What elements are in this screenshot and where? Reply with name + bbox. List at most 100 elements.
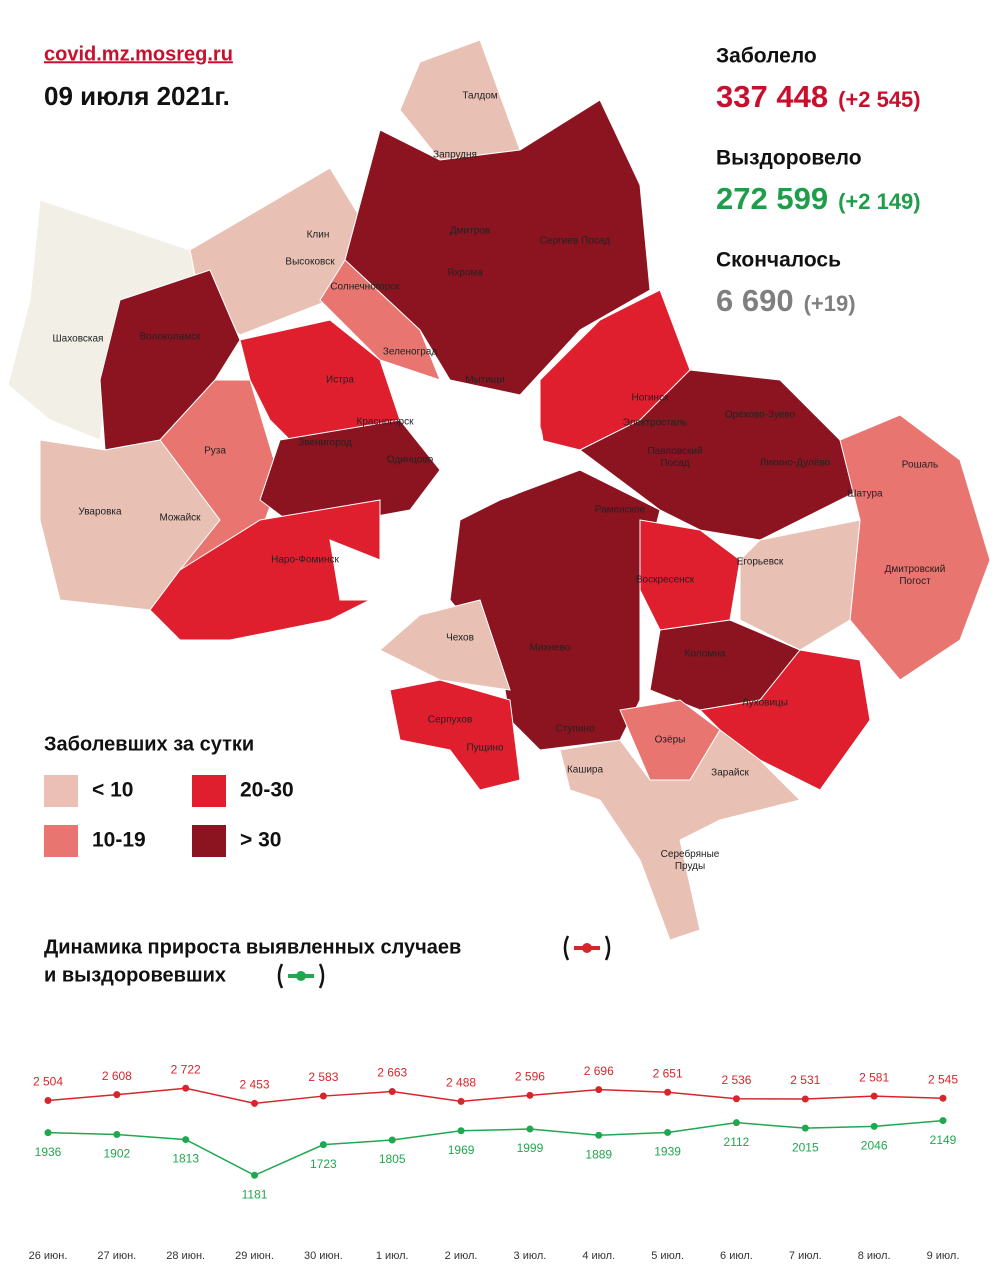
city-label: Электросталь	[623, 418, 688, 429]
legend-label: < 10	[92, 779, 133, 802]
data-point	[457, 1127, 465, 1135]
city-labels: Талдом Запрудня Дмитров Сергиев Посад Яхрома…	[53, 91, 946, 872]
data-point	[457, 1097, 465, 1105]
data-point	[44, 1129, 52, 1137]
stat-value: 272 599	[716, 181, 828, 216]
data-point	[870, 1092, 878, 1100]
data-point	[182, 1084, 190, 1092]
city-label: Шатура	[847, 489, 883, 500]
data-label: 2 536	[721, 1073, 751, 1087]
data-point	[251, 1099, 259, 1107]
city-label: Мытищи	[465, 375, 505, 386]
region	[399, 39, 521, 161]
stat-value: 6 690	[716, 283, 794, 318]
city-label: Зеленоград	[383, 347, 438, 358]
city-label: Ликино-Дулёво	[760, 458, 831, 469]
city-label: Истра	[326, 375, 354, 386]
city-label: Орехово-Зуево	[725, 410, 796, 421]
city-label: Одинцово	[387, 455, 434, 466]
data-point	[388, 1088, 396, 1096]
region	[319, 259, 441, 381]
x-tick-label: 9 июл.	[927, 1250, 960, 1262]
legend-icon-red	[563, 935, 611, 961]
stat-delta: (+19)	[804, 291, 856, 316]
city-label: Коломна	[685, 649, 726, 660]
city-label: Пущино	[466, 743, 504, 754]
source: covid.mz.mosreg.ru	[44, 43, 233, 65]
series-line	[47, 1087, 944, 1105]
x-tick-label: 4 июл.	[582, 1250, 615, 1262]
data-point	[319, 1092, 327, 1100]
data-label: 1969	[448, 1143, 475, 1157]
data-label: 2 651	[653, 1066, 683, 1080]
legend-swatch	[192, 775, 226, 807]
x-tick-label: 7 июл.	[789, 1250, 822, 1262]
region	[389, 679, 521, 791]
city-label: Руза	[204, 446, 226, 457]
data-label: 2149	[930, 1133, 957, 1147]
legend-label: 20-30	[240, 779, 294, 802]
stat-value: 337 448	[716, 79, 828, 114]
data-point	[801, 1124, 809, 1132]
chart-title: Динамика прироста выявленных случаев	[44, 936, 461, 958]
region	[739, 519, 861, 651]
city-label: Павловский Посад	[647, 446, 702, 469]
data-point	[113, 1091, 121, 1099]
city-label: Наро-Фоминск	[271, 555, 339, 566]
chart-subtitle: и выздоровевших	[44, 964, 226, 986]
data-point	[526, 1125, 534, 1133]
x-tick-label: 2 июл.	[445, 1250, 478, 1262]
x-tick-label: 26 июн.	[29, 1250, 68, 1262]
data-point	[113, 1131, 121, 1139]
data-label: 2 722	[171, 1062, 201, 1076]
city-label: Клин	[307, 230, 330, 241]
data-label: 2 696	[584, 1064, 614, 1078]
legend-label: 10-19	[92, 829, 146, 852]
city-label: Серебряные Пруды	[661, 848, 720, 872]
data-point	[44, 1097, 52, 1105]
data-label: 1936	[35, 1145, 62, 1159]
data-point	[595, 1086, 603, 1094]
data-point	[664, 1128, 672, 1136]
legend-label: > 30	[240, 829, 281, 852]
x-tick-label: 28 июн.	[166, 1250, 205, 1262]
data-label: 2 531	[790, 1073, 820, 1087]
city-label: Ногинск	[632, 393, 670, 404]
stat-label: Заболело	[716, 45, 817, 68]
city-label: Волоколамск	[140, 332, 202, 343]
data-point	[319, 1141, 327, 1149]
data-label: 2 663	[377, 1066, 407, 1080]
data-point	[664, 1088, 672, 1096]
data-label: 2 504	[33, 1075, 63, 1089]
city-label: Ступино	[556, 724, 595, 735]
x-tick-label: 8 июл.	[858, 1250, 891, 1262]
data-label: 2046	[861, 1139, 888, 1153]
data-point	[870, 1122, 878, 1130]
data-label: 2 453	[240, 1078, 270, 1092]
region	[839, 414, 991, 681]
data-point	[732, 1095, 740, 1103]
city-label: Шаховская	[53, 334, 104, 345]
data-label: 1889	[585, 1147, 612, 1161]
line-chart: 26 июн. 27 июн. 28 июн. 29 июн. 30 июн. 1 июл…	[29, 1062, 960, 1262]
legend-title: Заболевших за сутки	[44, 733, 254, 755]
data-label: 1902	[103, 1147, 130, 1161]
data-label: 1939	[654, 1145, 681, 1159]
city-label: Михнево	[530, 643, 571, 654]
city-label: Можайск	[159, 513, 201, 524]
region	[149, 499, 381, 641]
region	[259, 419, 441, 531]
x-tick-label: 1 июл.	[376, 1250, 409, 1262]
city-label: Кашира	[567, 765, 604, 776]
data-point	[595, 1131, 603, 1139]
stat-label: Выздоровело	[716, 147, 862, 170]
city-label: Уваровка	[78, 507, 122, 518]
x-tick-label: 27 июн.	[97, 1250, 136, 1262]
data-label: 2 488	[446, 1076, 476, 1090]
city-label: Рошаль	[902, 460, 938, 471]
city-label: Высоковск	[285, 257, 335, 268]
moscow	[438, 391, 544, 502]
data-point	[801, 1095, 809, 1103]
data-label: 1723	[310, 1157, 337, 1171]
